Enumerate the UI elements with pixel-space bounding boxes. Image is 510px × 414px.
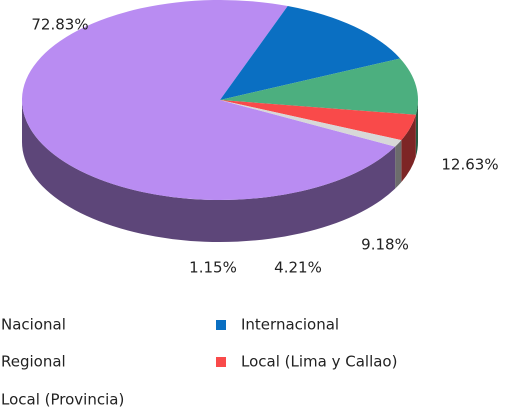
- pie-side: [401, 114, 416, 183]
- legend-label: Nacional: [1, 316, 66, 334]
- data-label: 72.83%: [31, 16, 88, 34]
- legend-label: Local (Provincia): [1, 391, 124, 409]
- data-label: 12.63%: [441, 156, 498, 174]
- pie-slice: [220, 100, 416, 141]
- pie-side: [395, 140, 402, 189]
- data-label: 4.21%: [274, 259, 322, 277]
- legend-label: Regional: [1, 353, 66, 371]
- pie-slice: [22, 0, 396, 200]
- data-label: 9.18%: [361, 236, 409, 254]
- legend-swatch: [216, 320, 226, 330]
- data-label: 1.15%: [189, 259, 237, 277]
- legend-label: Local (Lima y Callao): [241, 353, 397, 371]
- legend-swatch: [216, 357, 226, 367]
- pie-slice: [220, 58, 418, 115]
- legend-label: Internacional: [241, 316, 339, 334]
- pie-slice: [220, 100, 402, 147]
- pie-side: [415, 100, 418, 157]
- pie-slice: [220, 6, 401, 100]
- pie-side: [22, 100, 396, 242]
